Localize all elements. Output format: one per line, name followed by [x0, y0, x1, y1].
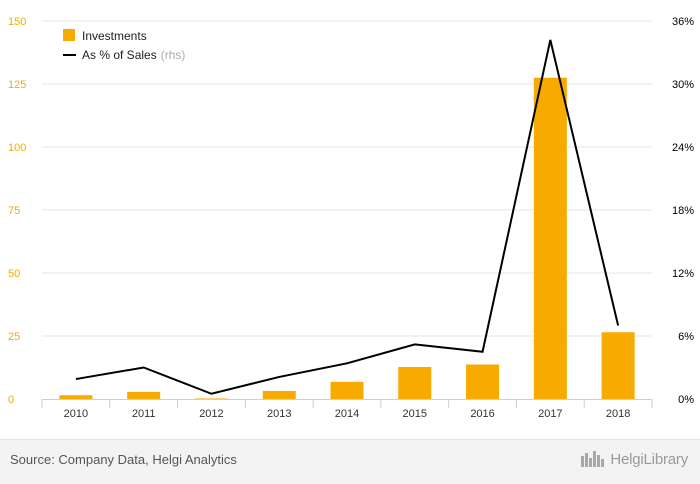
brand-logo: HelgiLibrary [580, 450, 688, 468]
bar-series [59, 78, 634, 399]
legend-label-investments: Investments [82, 29, 147, 43]
legend-swatch-investments [63, 29, 75, 41]
x-tick-label: 2014 [335, 408, 359, 420]
right-tick-label: 30% [672, 79, 694, 91]
chart-svg: 0 25 50 75 100 125 150 0% 6% 12% 18% 24% 30% 36% 2010 2… [0, 0, 700, 440]
right-tick-label: 0% [678, 394, 694, 406]
bar-2010 [59, 395, 92, 399]
legend-label-pct-of-sales: As % of Sales (rhs) [82, 48, 185, 62]
left-tick-label: 0 [8, 394, 14, 406]
right-tick-label: 12% [672, 268, 694, 280]
left-tick-label: 50 [8, 268, 20, 280]
x-tick-label: 2013 [267, 408, 291, 420]
x-tick-label: 2012 [199, 408, 223, 420]
axes: 0 25 50 75 100 125 150 0% 6% 12% 18% 24% 30% 36% 2010 2… [8, 16, 694, 420]
footer: Source: Company Data, Helgi Analytics He… [0, 439, 700, 484]
left-tick-label: 125 [8, 79, 26, 91]
x-tick-label: 2015 [403, 408, 427, 420]
bar-2018 [602, 332, 635, 399]
legend: Investments As % of Sales (rhs) [63, 29, 185, 62]
right-tick-label: 6% [678, 331, 694, 343]
x-tick-label: 2018 [606, 408, 630, 420]
bar-2017 [534, 78, 567, 399]
bar-2014 [331, 382, 364, 399]
left-tick-label: 100 [8, 142, 26, 154]
x-tick-label: 2010 [64, 408, 88, 420]
bar-2011 [127, 392, 160, 399]
legend-label-rhs-note: (rhs) [161, 48, 186, 62]
x-tick-label: 2011 [132, 408, 156, 420]
left-tick-label: 150 [8, 16, 26, 28]
x-tick-label: 2016 [470, 408, 494, 420]
bar-2013 [263, 391, 296, 399]
bar-2015 [398, 367, 431, 399]
bar-2012 [195, 398, 228, 399]
x-tick-label: 2017 [538, 408, 562, 420]
bar-2016 [466, 364, 499, 399]
brand-name: HelgiLibrary [610, 451, 688, 468]
left-tick-label: 75 [8, 205, 20, 217]
library-icon [580, 450, 606, 468]
right-tick-label: 18% [672, 205, 694, 217]
source-note: Source: Company Data, Helgi Analytics [10, 452, 237, 467]
legend-label-pct-name: As % of Sales [82, 48, 157, 62]
right-tick-label: 36% [672, 16, 694, 28]
right-tick-label: 24% [672, 142, 694, 154]
left-tick-label: 25 [8, 331, 20, 343]
